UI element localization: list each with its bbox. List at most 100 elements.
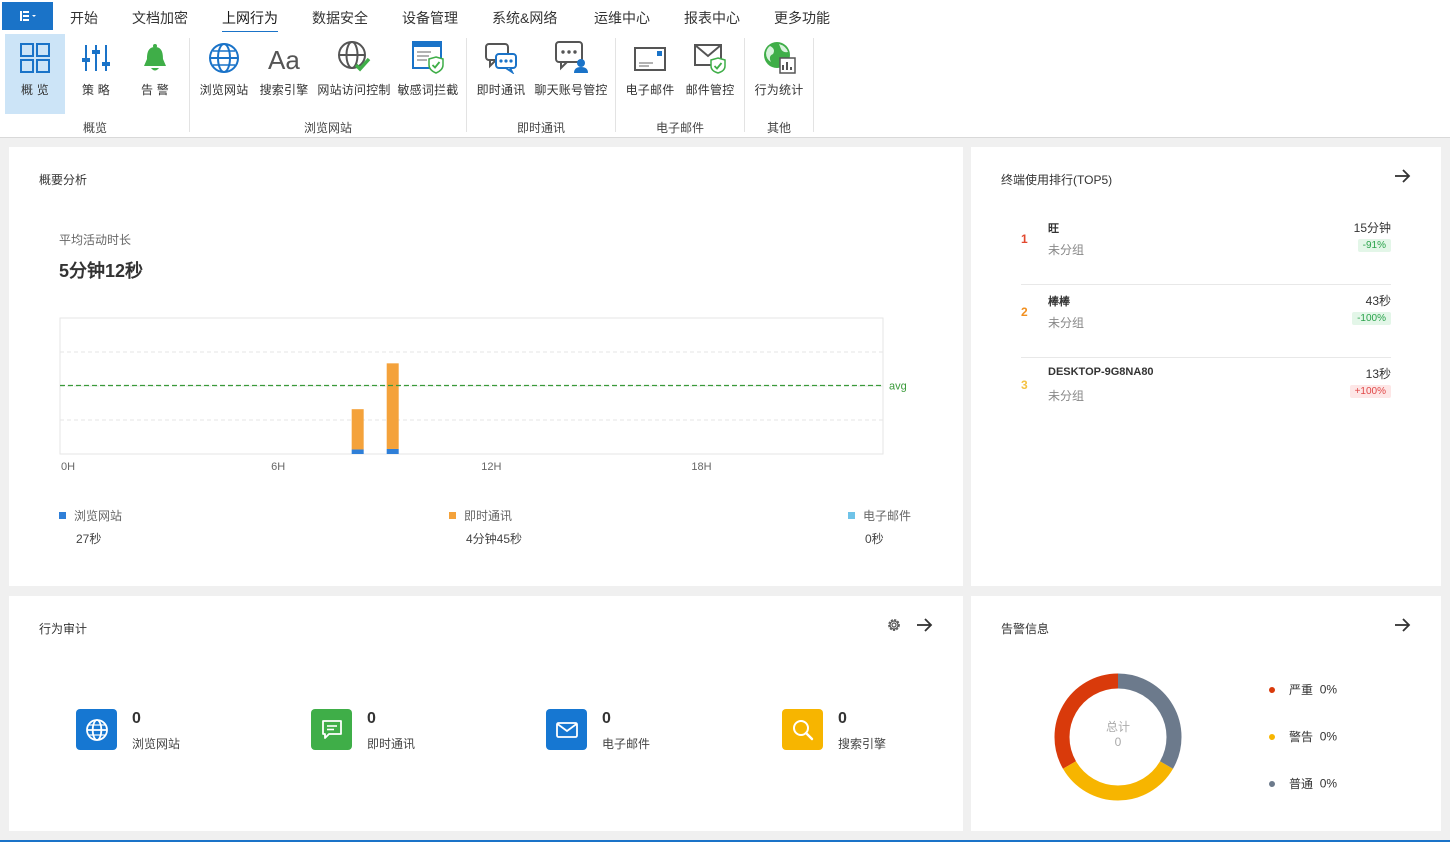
ribbon-browse-web-button[interactable]: 浏览网站 <box>196 34 252 112</box>
ribbon-button-label: 即时通讯 <box>476 83 526 97</box>
menu-device-management[interactable]: 设备管理 <box>402 10 458 26</box>
legend-name: 即时通讯 <box>464 509 513 523</box>
ranking-more-button[interactable] <box>1392 166 1412 186</box>
ribbon-toolbar: 概 览 策 略 告 警 概览 <box>0 32 1450 138</box>
menu-ops-center[interactable]: 运维中心 <box>594 10 650 26</box>
legend-im: 即时通讯 4分钟45秒 <box>449 507 522 546</box>
avg-activity-value: 5分钟12秒 <box>59 261 144 281</box>
ranking-row[interactable]: 1 旺 未分组 15分钟 -91% <box>1021 212 1391 285</box>
legend-name: 电子邮件 <box>863 509 912 523</box>
gear-icon <box>888 619 900 631</box>
terminal-group: 未分组 <box>1048 316 1085 330</box>
ribbon-group-im: 即时通讯 <box>516 121 565 135</box>
chart-bar-segment <box>351 409 364 450</box>
ribbon-separator <box>615 38 616 132</box>
ribbon-group-other: 其他 <box>766 121 791 135</box>
ribbon-search-engine-button[interactable]: Aa 搜索引擎 <box>256 34 312 112</box>
activity-bar-chart: avg 0H 6H 12H 18H <box>59 317 907 473</box>
alarm-level-pct: 0% <box>1319 682 1338 697</box>
ribbon-im-button[interactable]: 即时通讯 <box>472 34 530 112</box>
ribbon-email-button[interactable]: 电子邮件 <box>622 34 678 112</box>
donut-segment-normal <box>1117 673 1182 769</box>
menu-internet-behavior[interactable]: 上网行为 <box>222 10 278 33</box>
alarm-level-pct: 0% <box>1319 776 1338 791</box>
audit-count: 0 <box>132 710 141 727</box>
ribbon-site-access-control-button[interactable]: 网站访问控制 <box>316 34 392 112</box>
alarm-level-name: 普通 <box>1289 777 1314 791</box>
menu-report-center[interactable]: 报表中心 <box>684 10 740 26</box>
donut-center: 总计 0 <box>1053 720 1183 750</box>
chat-user-icon <box>555 41 588 73</box>
legend-swatch <box>848 512 855 519</box>
legend-swatch <box>449 512 456 519</box>
ribbon-chat-account-control-button[interactable]: 聊天账号管控 <box>532 34 610 112</box>
panel-title: 告警信息 <box>1001 622 1050 636</box>
legend-email: 电子邮件 0秒 <box>848 507 912 546</box>
audit-count: 0 <box>838 710 847 727</box>
ribbon-email-control-button[interactable]: 邮件管控 <box>682 34 738 112</box>
webpage-shield-icon <box>412 41 444 74</box>
ribbon-behavior-stats-button[interactable]: 行为统计 <box>750 34 808 112</box>
legend-browse-web: 浏览网站 27秒 <box>59 507 123 546</box>
audit-count: 0 <box>367 710 376 727</box>
ribbon-overview-button[interactable]: 概 览 <box>5 34 65 114</box>
alarm-more-button[interactable] <box>1392 615 1412 635</box>
ribbon-button-label: 概 览 <box>21 83 49 97</box>
dashboard-grid-icon <box>20 43 50 73</box>
ribbon-separator <box>466 38 467 132</box>
audit-label: 浏览网站 <box>132 737 181 751</box>
menu-more-features[interactable]: 更多功能 <box>774 10 830 26</box>
donut-total-value: 0 <box>1114 735 1122 749</box>
ribbon-button-label: 告 警 <box>141 83 169 97</box>
font-aa-icon: Aa <box>268 45 300 74</box>
summary-panel: 概要分析 平均活动时长 5分钟12秒 avg 0H 6H 12H 18H 浏览网站 27… <box>9 147 963 586</box>
legend-value: 4分钟45秒 <box>466 532 523 546</box>
chart-x-tick-label: 12H <box>481 461 501 473</box>
alarm-legend-warning: 警告 0% <box>1269 728 1337 745</box>
arrow-right-icon <box>1395 618 1411 632</box>
panel-title: 行为审计 <box>39 622 88 636</box>
menu-start[interactable]: 开始 <box>70 10 98 26</box>
chart-x-tick-label: 6H <box>271 461 285 473</box>
search-icon <box>792 719 813 740</box>
app-menu-button[interactable] <box>2 2 53 30</box>
terminal-ranking-panel: 终端使用排行(TOP5) 1 旺 未分组 15分钟 -91% 2 棒棒 未分组 … <box>971 147 1441 586</box>
chart-x-tick-label: 18H <box>691 461 711 473</box>
svg-text:Aa: Aa <box>268 45 300 74</box>
ranking-row[interactable]: 2 棒棒 未分组 43秒 -100% <box>1021 285 1391 358</box>
ranking-row[interactable]: 3 DESKTOP-9G8NA80 未分组 13秒 +100% <box>1021 358 1391 431</box>
envelope-shield-icon <box>694 44 726 74</box>
sliders-icon <box>82 45 110 71</box>
ribbon-policy-button[interactable]: 策 略 <box>68 34 124 112</box>
ribbon-group-email: 电子邮件 <box>655 121 704 135</box>
ribbon-button-label: 行为统计 <box>754 83 804 97</box>
legend-swatch <box>59 512 66 519</box>
ribbon-alarm-button[interactable]: 告 警 <box>126 34 184 112</box>
audit-icon-tile <box>76 709 117 750</box>
audit-icon-tile <box>782 709 823 750</box>
audit-more-button[interactable] <box>914 615 934 635</box>
audit-icon-tile <box>311 709 352 750</box>
menu-bar: 开始 文档加密 上网行为 数据安全 设备管理 系统&网络 运维中心 报表中心 更… <box>0 0 1450 33</box>
menu-system-network[interactable]: 系统&网络 <box>492 10 558 26</box>
alarm-info-panel: 告警信息 总计 0 严重 0% 警告 0% 普通 0% <box>971 596 1441 831</box>
terminal-name: 旺 <box>1048 223 1059 235</box>
avg-activity-label: 平均活动时长 <box>59 233 132 247</box>
donut-segment-severe <box>1054 673 1119 769</box>
ribbon-sensitive-word-block-button[interactable]: 敏感词拦截 <box>396 34 460 112</box>
behavior-audit-panel: 行为审计 0 浏览网站 <box>9 596 963 831</box>
ribbon-button-label: 聊天账号管控 <box>534 83 608 97</box>
ribbon-group-browse-web: 浏览网站 <box>303 121 352 135</box>
chart-bar-segment <box>386 448 399 454</box>
audit-label: 电子邮件 <box>602 737 651 751</box>
menu-data-security[interactable]: 数据安全 <box>312 10 368 26</box>
legend-dot <box>1269 780 1275 787</box>
chart-bar-segment <box>386 363 399 449</box>
panel-title: 终端使用排行(TOP5) <box>1001 173 1113 187</box>
audit-settings-button[interactable] <box>884 615 904 635</box>
chart-bar-segment <box>351 449 364 454</box>
menu-doc-encrypt[interactable]: 文档加密 <box>132 10 188 26</box>
status-strip <box>0 840 1450 842</box>
donut-segment-warning <box>1063 760 1173 801</box>
legend-name: 浏览网站 <box>74 509 123 523</box>
